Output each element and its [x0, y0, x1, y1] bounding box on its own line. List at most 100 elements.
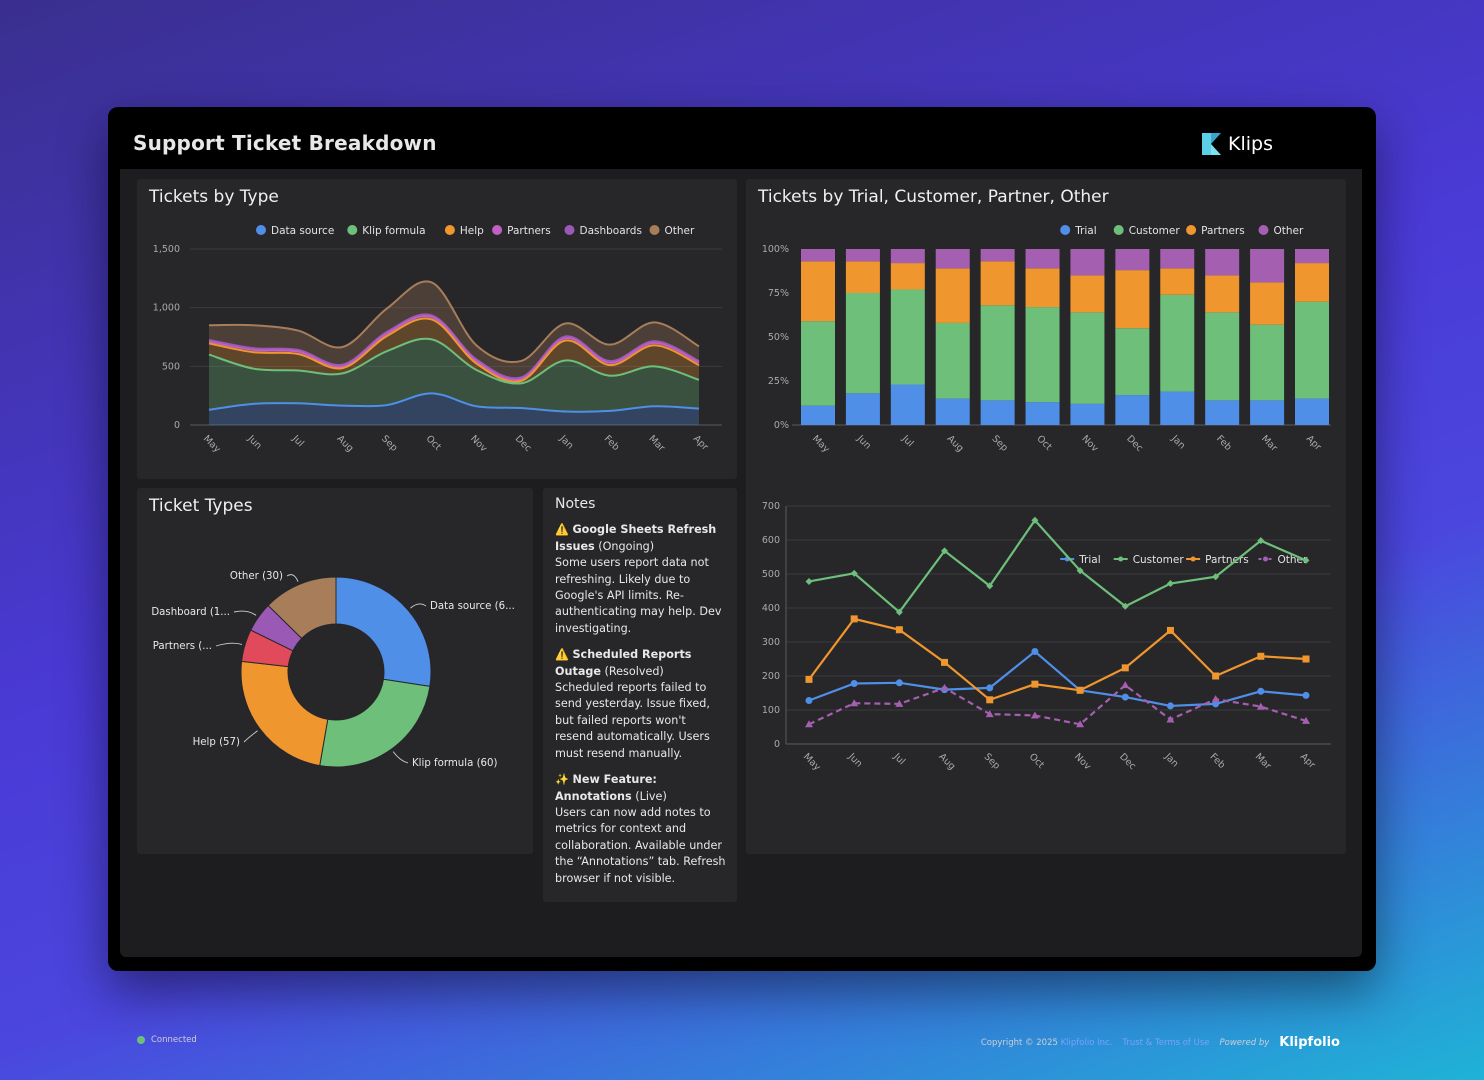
- point-customer[interactable]: [805, 577, 813, 585]
- point-other[interactable]: [1030, 711, 1039, 719]
- bar-partners-sep[interactable]: [980, 261, 1015, 306]
- bar-other-aug[interactable]: [935, 249, 970, 269]
- bar-customer-apr[interactable]: [1295, 301, 1329, 399]
- point-trial[interactable]: [1121, 693, 1129, 701]
- point-partners[interactable]: [1302, 655, 1310, 663]
- legend-item-partners[interactable]: Partners: [1186, 225, 1245, 237]
- bar-trial-mar[interactable]: [1250, 400, 1285, 425]
- point-trial[interactable]: [895, 679, 903, 687]
- tickets-by-trial-bar-chart[interactable]: Trial Customer Partners Other 0% 25% 50% 75% 100…: [746, 179, 1346, 479]
- bar-customer-aug[interactable]: [935, 322, 970, 399]
- bar-customer-may[interactable]: [801, 321, 835, 406]
- point-other[interactable]: [805, 720, 813, 728]
- bar-other-dec[interactable]: [1115, 249, 1150, 271]
- slice-data-source[interactable]: [335, 576, 432, 687]
- legend-item-dashboards[interactable]: Dashboards: [564, 225, 642, 237]
- point-partners[interactable]: [850, 615, 858, 623]
- slice-help[interactable]: [240, 660, 329, 767]
- bar-partners-aug[interactable]: [935, 268, 970, 323]
- legend-item-customer[interactable]: Customer: [1113, 225, 1181, 237]
- bar-other-nov[interactable]: [1070, 249, 1105, 276]
- bar-customer-feb[interactable]: [1205, 312, 1240, 401]
- panel-tickets-by-trial[interactable]: Tickets by Trial, Customer, Partner, Oth…: [746, 179, 1346, 854]
- point-other[interactable]: [985, 710, 994, 718]
- point-other[interactable]: [1166, 715, 1175, 723]
- legend-item-data-source[interactable]: Data source: [256, 225, 334, 237]
- point-trial[interactable]: [1302, 691, 1310, 699]
- point-other[interactable]: [940, 683, 949, 691]
- point-partners[interactable]: [1076, 686, 1084, 694]
- point-other[interactable]: [1302, 716, 1310, 724]
- ticket-types-donut-chart[interactable]: Data source (6... Klip formula (60) Help (…: [137, 488, 533, 854]
- terms-link[interactable]: Trust & Terms of Use: [1122, 1037, 1210, 1048]
- point-customer[interactable]: [1302, 556, 1310, 564]
- bar-partners-jul[interactable]: [890, 263, 925, 290]
- bar-partners-feb[interactable]: [1205, 275, 1240, 313]
- legend-item-other[interactable]: Other: [649, 225, 695, 237]
- bar-trial-jul[interactable]: [890, 384, 925, 425]
- legend-item-partners[interactable]: Partners: [1186, 554, 1249, 566]
- bar-customer-jan[interactable]: [1160, 294, 1195, 392]
- bar-partners-mar[interactable]: [1250, 282, 1285, 325]
- slice-other[interactable]: [267, 576, 337, 640]
- slice-klip-formula[interactable]: [319, 678, 431, 768]
- point-partners[interactable]: [941, 658, 949, 666]
- bar-partners-jan[interactable]: [1160, 268, 1195, 295]
- tickets-by-type-chart[interactable]: Data source Klip formula Help Partners Dashb…: [137, 179, 737, 479]
- bar-partners-dec[interactable]: [1115, 270, 1150, 329]
- bar-other-jan[interactable]: [1160, 249, 1195, 269]
- bar-partners-may[interactable]: [801, 261, 835, 322]
- bar-customer-oct[interactable]: [1025, 307, 1060, 403]
- point-customer[interactable]: [1212, 573, 1220, 581]
- bar-other-jul[interactable]: [890, 249, 925, 264]
- legend-item-other[interactable]: Other: [1258, 554, 1308, 566]
- panel-tickets-by-type[interactable]: Tickets by Type Data source Klip formula H…: [137, 179, 737, 479]
- legend-item-trial[interactable]: Trial: [1060, 225, 1097, 237]
- point-partners[interactable]: [895, 626, 903, 634]
- point-other[interactable]: [850, 699, 859, 707]
- bar-trial-apr[interactable]: [1295, 398, 1329, 425]
- point-trial[interactable]: [986, 684, 994, 692]
- point-partners[interactable]: [1257, 652, 1265, 660]
- bar-other-oct[interactable]: [1025, 249, 1060, 269]
- point-customer[interactable]: [941, 547, 949, 555]
- tickets-by-trial-line-chart[interactable]: Trial Customer Partners Other 0 100 200 300 400 5…: [746, 479, 1346, 799]
- bar-partners-apr[interactable]: [1295, 263, 1329, 302]
- panel-notes[interactable]: Notes ⚠️ Google Sheets Refresh Issues (O…: [543, 488, 737, 902]
- point-trial[interactable]: [850, 679, 858, 687]
- point-partners[interactable]: [805, 675, 813, 683]
- point-other[interactable]: [1121, 681, 1130, 689]
- bar-trial-nov[interactable]: [1070, 403, 1105, 425]
- bar-other-mar[interactable]: [1250, 249, 1285, 283]
- panel-ticket-types[interactable]: Ticket Types Data source (6... Klip formu…: [137, 488, 533, 854]
- bar-customer-mar[interactable]: [1250, 324, 1285, 401]
- point-customer[interactable]: [850, 569, 858, 577]
- bar-trial-jun[interactable]: [845, 393, 880, 425]
- point-customer[interactable]: [1257, 537, 1265, 545]
- klipfolio-logo[interactable]: Klipfolio: [1279, 1035, 1340, 1050]
- point-other[interactable]: [1076, 720, 1085, 728]
- point-other[interactable]: [895, 699, 904, 707]
- legend-item-klip-formula[interactable]: Klip formula: [347, 225, 426, 237]
- bar-customer-nov[interactable]: [1070, 312, 1105, 404]
- point-customer[interactable]: [1076, 567, 1084, 575]
- bar-customer-jul[interactable]: [890, 289, 925, 385]
- legend-item-partners[interactable]: Partners: [492, 225, 551, 237]
- point-trial[interactable]: [1031, 648, 1039, 656]
- point-other[interactable]: [1211, 695, 1220, 703]
- point-trial[interactable]: [1212, 700, 1220, 708]
- bar-partners-oct[interactable]: [1025, 268, 1060, 308]
- point-customer[interactable]: [1031, 516, 1039, 524]
- point-customer[interactable]: [895, 608, 903, 616]
- point-trial[interactable]: [1257, 687, 1265, 695]
- legend-item-help[interactable]: Help: [444, 225, 484, 237]
- legend-item-other[interactable]: Other: [1258, 225, 1304, 237]
- bar-customer-sep[interactable]: [980, 305, 1015, 401]
- point-other[interactable]: [1256, 702, 1265, 710]
- bar-other-may[interactable]: [801, 249, 835, 262]
- bar-customer-dec[interactable]: [1115, 328, 1150, 396]
- bar-other-sep[interactable]: [980, 249, 1015, 262]
- bar-trial-dec[interactable]: [1115, 395, 1150, 425]
- point-partners[interactable]: [986, 696, 994, 704]
- point-partners[interactable]: [1166, 626, 1174, 634]
